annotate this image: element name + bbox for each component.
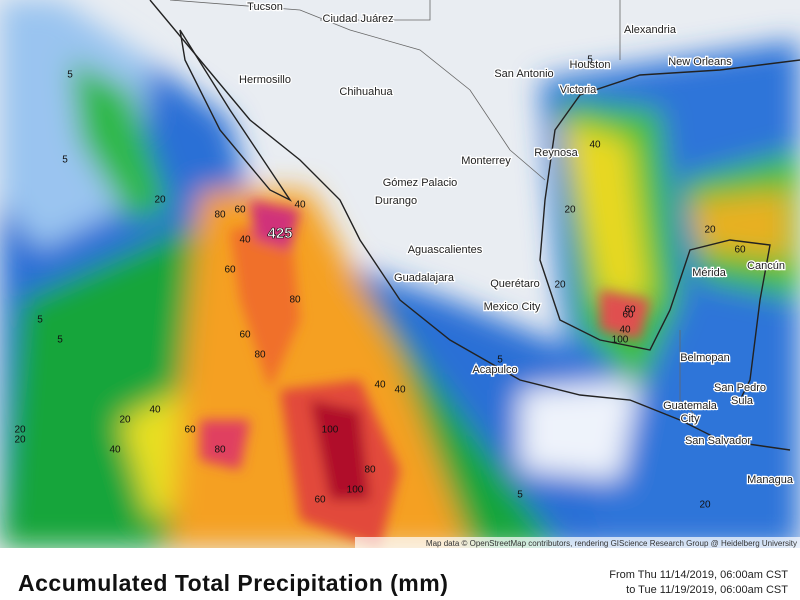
contour-label: 5 [517,490,523,501]
city-label: Ciudad Juárez [323,13,394,25]
contour-label: 60 [314,495,326,506]
contour-label: 40 [589,140,601,151]
city-label: Hermosillo [239,74,291,86]
contour-label: 5 [37,315,43,326]
city-label: Cancún [747,260,785,272]
city-label: San Salvador [685,435,751,447]
contour-label: 5 [67,70,73,81]
contour-label: 20 [14,435,26,446]
contour-label: 20 [14,425,26,436]
attribution: Map data © OpenStreetMap contributors, r… [426,539,797,548]
contour-label: 20 [704,225,716,236]
city-label: Monterrey [461,155,511,167]
contour-label: 5 [57,335,63,346]
city-label: New Orleans [668,56,732,68]
contour-label: 60 [234,205,246,216]
city-label: Mexico City [484,301,541,313]
city-label: City [681,413,700,425]
city-label: Querétaro [490,278,540,290]
city-label: Managua [747,474,794,486]
city-label: Reynosa [534,147,578,159]
city-label: Alexandria [624,24,677,36]
contour-label: 60 [624,305,636,316]
city-label: Victoria [560,84,597,96]
city-label: San Antonio [494,68,553,80]
contour-label: 80 [214,445,226,456]
contour-label: 60 [622,310,634,321]
contour-label: 80 [214,210,226,221]
city-label: Durango [375,195,417,207]
date-from: From Thu 11/14/2019, 06:00am CST [609,569,788,581]
attribution-bg [355,537,800,548]
contour-label: 60 [239,330,251,341]
contour-label: 40 [394,385,406,396]
city-label: Houston [570,59,611,71]
contour-label: 60 [224,265,236,276]
city-label: Guatemala [663,400,718,412]
city-label: San Pedro [714,382,766,394]
contour-label: 40 [109,445,121,456]
contour-label: 100 [612,335,629,346]
borders [169,0,701,421]
contour-label: 100 [347,485,364,496]
contour-label: 60 [184,425,196,436]
contour-label: 40 [619,325,631,336]
city-label: Tucson [247,1,283,13]
contour-label: 40 [239,235,251,246]
contour-label: 20 [554,280,566,291]
city-label: Guadalajara [394,272,455,284]
map: Tucson Ciudad Juárez Alexandria Hermosillo C… [0,0,800,548]
contour-label: 5 [62,155,68,166]
contour-label: 20 [564,205,576,216]
contour-label: 20 [119,415,131,426]
coastlines [149,0,800,451]
contour-label: 5 [497,355,503,366]
contour-label: 60 [734,245,746,256]
contour-label: 40 [294,200,306,211]
contour-label: 80 [254,350,266,361]
precipitation-field [0,0,800,548]
contour-label: 40 [149,405,161,416]
contour-label: 100 [322,425,339,436]
city-label: Belmopan [680,352,730,364]
contour-label: 80 [289,295,301,306]
city-label: Mérida [692,267,727,279]
city-label: Aguascalientes [408,244,483,256]
date-to: to Tue 11/19/2019, 06:00am CST [626,584,788,596]
city-label: Acapulco [472,364,517,376]
contour-label: 80 [364,465,376,476]
city-label: Sula [731,395,754,407]
contour-label: 5 [587,55,593,66]
contour-label: 40 [374,380,386,391]
date-range: From Thu 11/14/2019, 06:00am CST to Tue 1… [609,568,788,598]
city-label: Chihuahua [339,86,393,98]
city-label: Gómez Palacio [383,177,458,189]
max-label: 425 [267,225,292,242]
contour-label: 20 [154,195,166,206]
title: Accumulated Total Precipitation (mm) [18,570,449,596]
contour-label: 20 [699,500,711,511]
